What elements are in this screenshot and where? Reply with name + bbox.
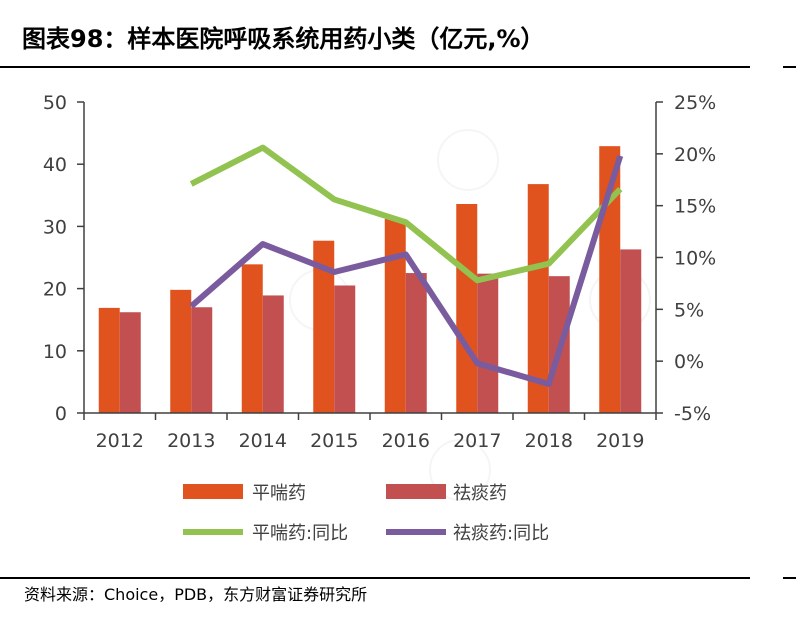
bar-pingchuan-2013 bbox=[170, 289, 192, 413]
legend-label-qutan: 祛痰药 bbox=[453, 483, 507, 504]
source-rule bbox=[0, 577, 750, 579]
watermark-seal bbox=[429, 439, 491, 501]
legend-label-pingchuan-yoy: 平喘药:同比 bbox=[252, 523, 348, 544]
bar-pingchuan-2012 bbox=[98, 307, 120, 413]
y-right-tick-label: -5% bbox=[674, 403, 711, 425]
y-right-tick-label: 10% bbox=[674, 248, 716, 270]
y-right-tick-label: 5% bbox=[674, 299, 704, 321]
bar-qutan-2013 bbox=[191, 307, 213, 413]
x-tick-label: 2017 bbox=[453, 430, 501, 452]
y-left-tick-label: 30 bbox=[43, 216, 67, 238]
watermark-seal bbox=[437, 129, 499, 191]
y-left-tick-label: 40 bbox=[43, 154, 67, 176]
bar-qutan-2014 bbox=[262, 295, 284, 413]
y-left-tick-label: 20 bbox=[43, 279, 67, 301]
title-rule bbox=[0, 66, 750, 68]
source-note: 资料来源：Choice，PDB，东方财富证券研究所 bbox=[24, 585, 368, 604]
right-edge-rule-bottom bbox=[783, 577, 796, 579]
y-right-tick-label: 15% bbox=[674, 196, 716, 218]
legend-label-qutan-yoy: 祛痰药:同比 bbox=[453, 523, 549, 544]
bar-pingchuan-2014 bbox=[241, 264, 263, 413]
line-pingchuan-yoy bbox=[189, 144, 623, 284]
legend-label-pingchuan: 平喘药 bbox=[252, 483, 306, 504]
y-left-tick-label: 0 bbox=[55, 403, 67, 425]
x-tick-label: 2019 bbox=[596, 430, 644, 452]
bar-pingchuan-2017 bbox=[456, 204, 478, 413]
x-tick-label: 2014 bbox=[239, 430, 287, 452]
x-tick-label: 2016 bbox=[382, 430, 430, 452]
right-edge-rule-top bbox=[783, 66, 796, 68]
bar-qutan-2019 bbox=[620, 249, 642, 413]
bar-pingchuan-2016 bbox=[384, 218, 406, 413]
bar-qutan-2012 bbox=[119, 312, 141, 413]
page-title: 图表98：样本医院呼吸系统用药小类（亿元,%） bbox=[22, 25, 545, 53]
x-tick-label: 2013 bbox=[167, 430, 215, 452]
bar-qutan-2015 bbox=[334, 285, 356, 413]
y-right-tick-label: 20% bbox=[674, 144, 716, 166]
x-tick-label: 2015 bbox=[310, 430, 358, 452]
legend-swatch-qutan bbox=[386, 484, 446, 499]
bar-pingchuan-2018 bbox=[527, 184, 549, 413]
y-left-tick-label: 10 bbox=[43, 341, 67, 363]
legend-swatch-pingchuan bbox=[183, 484, 243, 499]
y-right-tick-label: 0% bbox=[674, 351, 704, 373]
bar-pingchuan-2015 bbox=[313, 240, 335, 413]
x-tick-label: 2012 bbox=[96, 430, 144, 452]
line-qutan-yoy bbox=[189, 155, 624, 387]
x-tick-label: 2018 bbox=[525, 430, 573, 452]
y-left-tick-label: 50 bbox=[43, 92, 67, 114]
bar-qutan-2016 bbox=[405, 273, 427, 413]
y-right-tick-label: 25% bbox=[674, 92, 716, 114]
bar-qutan-2017 bbox=[477, 273, 499, 413]
